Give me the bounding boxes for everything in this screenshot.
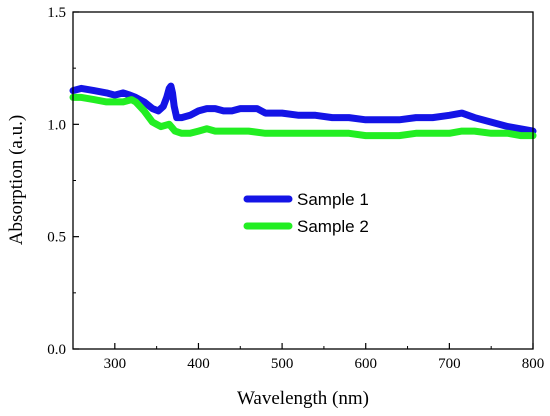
x-tick-label: 700 (438, 356, 461, 372)
series-line-2 (69, 93, 537, 140)
legend-label-2: Sample 2 (297, 217, 369, 236)
series-line-1 (69, 82, 537, 135)
x-tick-label: 400 (187, 356, 210, 372)
x-tick-label: 800 (522, 356, 545, 372)
series-layer (69, 82, 537, 140)
plot-frame (72, 11, 534, 350)
ticks-layer: 300 400 500 600 700 800 0.0 0.5 1.0 1.5 (47, 5, 544, 372)
y-tick-label: 0.0 (47, 342, 66, 358)
y-axis-title: Absorption (a.u.) (6, 115, 27, 245)
x-tick-label: 600 (354, 356, 377, 372)
x-tick-label: 300 (104, 356, 127, 372)
legend-label-1: Sample 1 (297, 190, 369, 209)
legend: Sample 1 Sample 2 (243, 190, 369, 236)
x-tick-label: 500 (271, 356, 294, 372)
x-axis-title: Wavelength (nm) (237, 388, 369, 409)
y-tick-label: 1.5 (47, 5, 66, 21)
y-tick-label: 0.5 (47, 230, 66, 246)
y-tick-label: 1.0 (47, 117, 66, 133)
